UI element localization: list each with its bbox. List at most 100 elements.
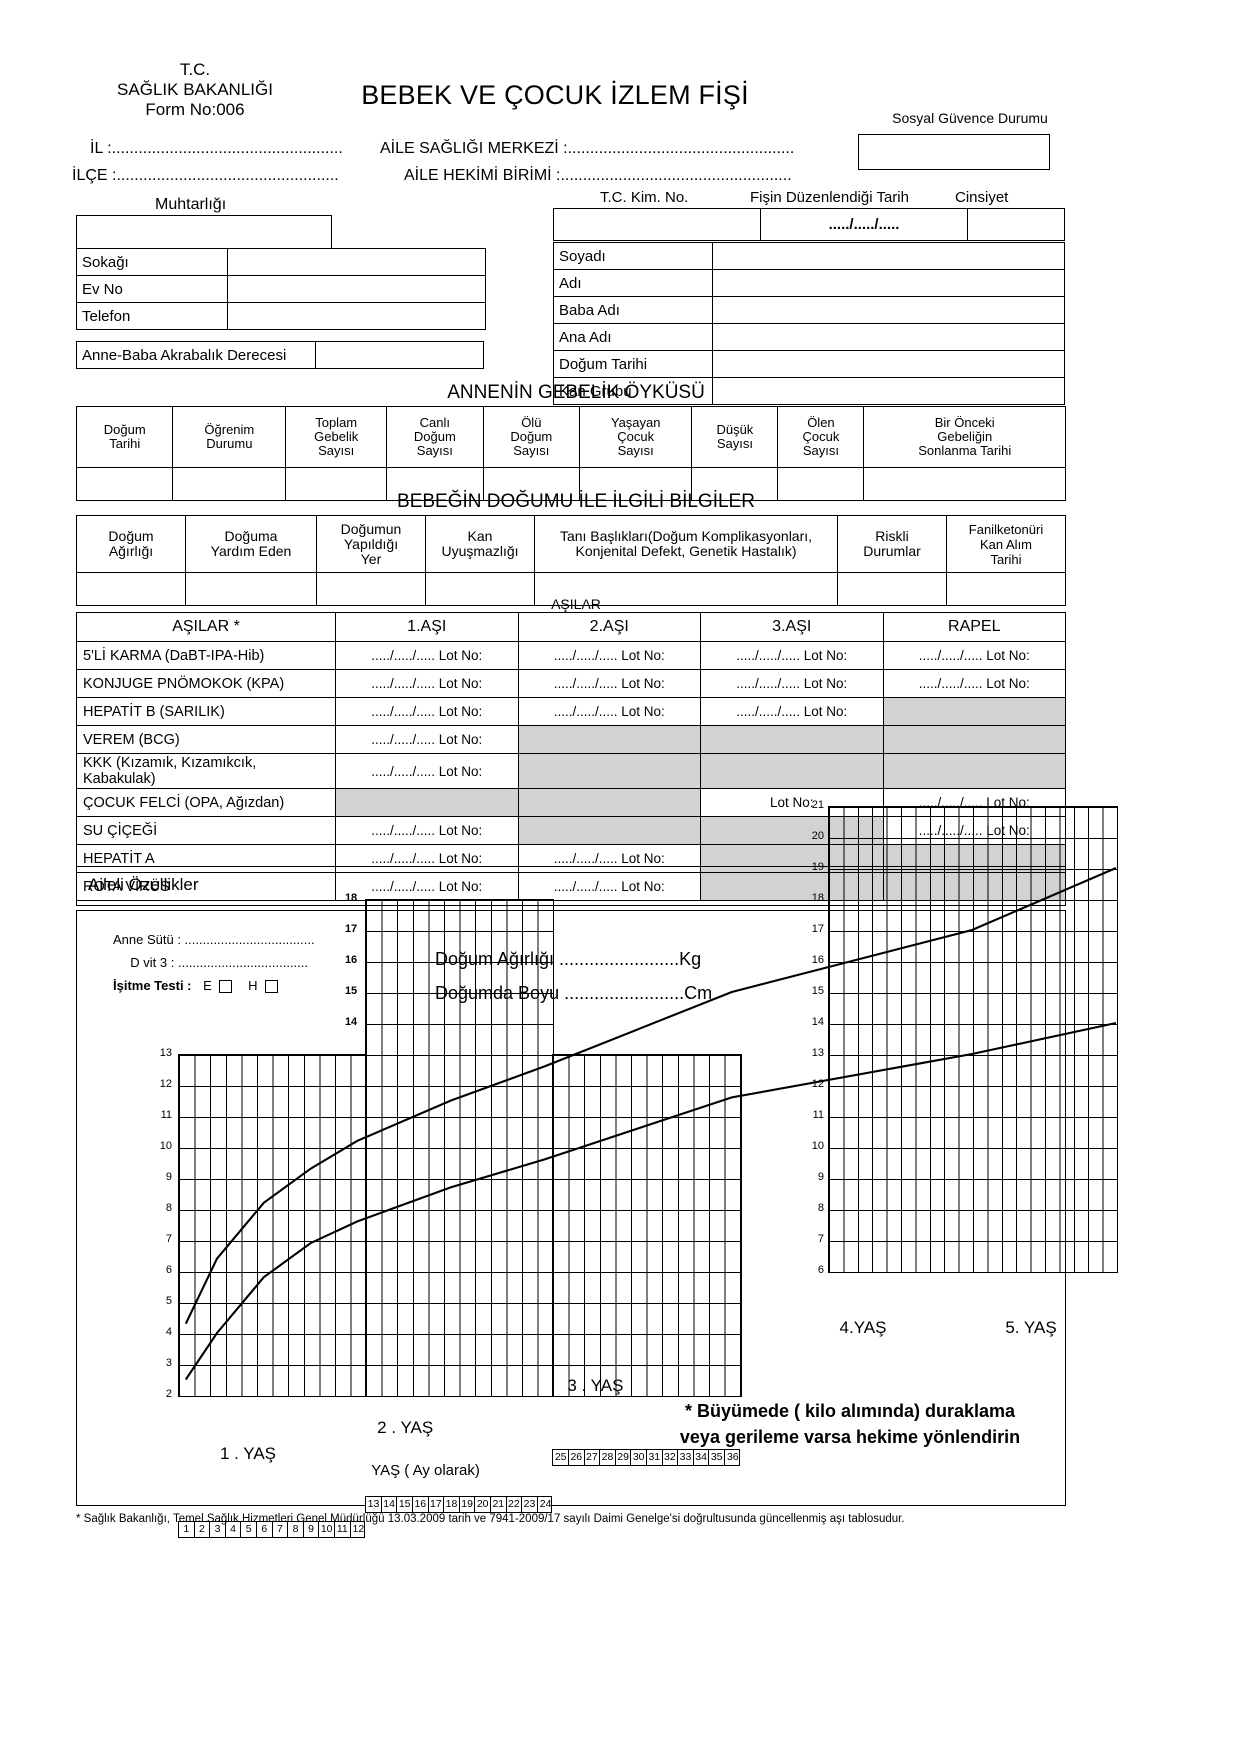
col-header: Fanilketonüri Kan Alım Tarihi	[946, 515, 1066, 573]
cell-value[interactable]	[534, 572, 838, 606]
tc-kimlik-value[interactable]	[553, 208, 761, 241]
cell-value[interactable]	[386, 467, 484, 501]
vaccine-cell[interactable]: ...../...../..... Lot No:	[700, 669, 884, 698]
fis-tarih-value[interactable]: ...../...../.....	[760, 208, 968, 241]
month-tick: 6	[257, 1522, 273, 1537]
asm-field[interactable]: AİLE SAĞLIĞI MERKEZİ :..................…	[380, 140, 795, 157]
hearing-e-checkbox[interactable]	[219, 980, 233, 994]
y-axis-tick: 11	[160, 1109, 172, 1121]
table-row: Doğum Tarihi	[553, 350, 1065, 378]
row-value[interactable]	[712, 377, 1065, 405]
row-value[interactable]	[227, 248, 486, 276]
vaccine-cell-disabled	[335, 788, 519, 817]
hearing-e-label: E	[203, 978, 212, 993]
row-value[interactable]	[227, 302, 486, 330]
table-row: Kan Grubu	[553, 377, 1065, 405]
identity-table: Soyadı Adı Baba Adı Ana Adı Doğum Tarihi…	[553, 242, 1065, 405]
month-tick: 21	[491, 1497, 507, 1512]
vaccine-cell[interactable]: ...../...../..... Lot No:	[335, 697, 519, 726]
row-value[interactable]	[712, 269, 1065, 297]
il-field[interactable]: İL :....................................…	[90, 140, 343, 157]
cell-value[interactable]	[837, 572, 947, 606]
table-row: VEREM (BCG) ...../...../..... Lot No:	[76, 725, 1066, 754]
month-tick: 1	[179, 1522, 195, 1537]
y-axis-tick-right: 10	[811, 1140, 824, 1152]
vaccine-table: AŞILAR * 1.AŞI 2.AŞI 3.AŞI RAPEL 5'Lİ KARMA (…	[76, 612, 1066, 901]
social-security-field[interactable]	[858, 134, 1050, 170]
row-value[interactable]	[712, 323, 1065, 351]
social-security-label: Sosyal Güvence Durumu	[892, 110, 1048, 126]
cinsiyet-value[interactable]	[967, 208, 1065, 241]
cell-value[interactable]	[579, 467, 693, 501]
month-tick: 19	[460, 1497, 476, 1512]
cinsiyet-label: Cinsiyet	[955, 189, 1009, 206]
vaccine-cell[interactable]: ...../...../..... Lot No:	[335, 725, 519, 754]
vaccine-cell-disabled	[882, 697, 1066, 726]
vaccine-cell[interactable]: ...../...../..... Lot No:	[335, 641, 519, 670]
cell-value[interactable]	[185, 572, 317, 606]
cell-value[interactable]	[863, 467, 1066, 501]
cell-value[interactable]	[76, 572, 186, 606]
vaccine-name: KKK (Kızamık, Kızamıkcık, Kabakulak)	[76, 753, 336, 789]
month-tick: 27	[585, 1450, 601, 1465]
vaccine-cell[interactable]: ...../...../..... Lot No:	[335, 753, 519, 789]
table-row: KONJUGE PNÖMOKOK (KPA) ...../...../..... …	[76, 669, 1066, 698]
vaccine-cell[interactable]: ...../...../..... Lot No:	[882, 669, 1066, 698]
vaccine-cell[interactable]: ...../...../..... Lot No:	[700, 641, 884, 670]
vaccine-cell[interactable]: ...../...../..... Lot No:	[517, 641, 701, 670]
month-tick: 35	[709, 1450, 725, 1465]
vaccine-cell[interactable]: ...../...../..... Lot No:	[517, 697, 701, 726]
cell-value[interactable]	[316, 572, 426, 606]
warning-line1: * Büyümede ( kilo alımında) duraklama	[684, 1401, 1016, 1421]
cell-value[interactable]	[691, 467, 779, 501]
cell-value[interactable]	[946, 572, 1066, 606]
y-axis-tick-right: 21	[811, 799, 824, 811]
month-tick: 31	[647, 1450, 663, 1465]
address-table: Sokağı Ev No Telefon	[76, 248, 486, 330]
hearing-h-checkbox[interactable]	[265, 980, 279, 994]
pregnancy-table: Doğum Tarihi Öğrenim Durumu Toplam Gebelik S…	[75, 406, 1066, 501]
month-tick: 11	[335, 1522, 351, 1537]
d-vitamin-field[interactable]: D vit 3 : ..............................…	[130, 955, 308, 970]
month-tick: 16	[413, 1497, 429, 1512]
cell-value[interactable]	[172, 467, 287, 501]
y-axis-tick: 9	[165, 1171, 172, 1183]
akrabalik-table: Anne-Baba Akrabalık Derecesi	[76, 341, 484, 369]
cell-value[interactable]	[75, 467, 174, 501]
vaccine-cell[interactable]: ...../...../..... Lot No:	[882, 641, 1066, 670]
month-tick: 7	[273, 1522, 289, 1537]
vaccine-name: 5'Lİ KARMA (DaBT-IPA-Hib)	[76, 641, 336, 670]
vaccine-cell[interactable]: ...../...../..... Lot No:	[517, 669, 701, 698]
akrabalik-value[interactable]	[315, 341, 484, 369]
cell-value[interactable]	[285, 467, 388, 501]
y-axis-tick: 12	[159, 1078, 172, 1090]
row-value[interactable]	[712, 242, 1065, 270]
row-value[interactable]	[227, 275, 486, 303]
birth-section-title: BEBEĞİN DOĞUMU İLE İLGİLİ BİLGİLER	[397, 491, 755, 512]
col-header-dose: 2.AŞI	[517, 612, 701, 642]
y-axis-tick: 6	[165, 1264, 172, 1276]
y-axis-tick: 10	[159, 1140, 172, 1152]
anne-sutu-field[interactable]: Anne Sütü : ............................…	[113, 932, 315, 947]
vaccine-name: ÇOCUK FELCİ (OPA, Ağızdan)	[76, 788, 336, 817]
col-header-vaccines: AŞILAR *	[76, 612, 336, 642]
footnote: * Sağlık Bakanlığı, Temel Sağlık Hizmetl…	[76, 1513, 905, 1525]
col-header: Öğrenim Durumu	[172, 406, 287, 468]
ministry-block: T.C. SAĞLIK BAKANLIĞI Form No:006	[75, 60, 315, 120]
cell-value[interactable]	[425, 572, 535, 606]
y-axis-tick: 3	[165, 1357, 172, 1369]
ahb-field[interactable]: AİLE HEKİMİ BİRİMİ :....................…	[404, 167, 792, 184]
cell-value[interactable]	[482, 467, 581, 501]
row-value[interactable]	[712, 296, 1065, 324]
vaccine-cell[interactable]: ...../...../..... Lot No:	[335, 816, 519, 845]
ilce-field[interactable]: İLÇE :..................................…	[72, 167, 339, 184]
vaccine-cell[interactable]: ...../...../..... Lot No:	[335, 669, 519, 698]
cell-value[interactable]	[777, 467, 865, 501]
month-tick: 36	[726, 1451, 739, 1463]
muhtarligi-field[interactable]	[76, 215, 332, 249]
month-tick: 29	[616, 1450, 632, 1465]
vaccine-cell[interactable]: ...../...../..... Lot No:	[700, 697, 884, 726]
month-tick: 34	[694, 1450, 710, 1465]
row-value[interactable]	[712, 350, 1065, 378]
